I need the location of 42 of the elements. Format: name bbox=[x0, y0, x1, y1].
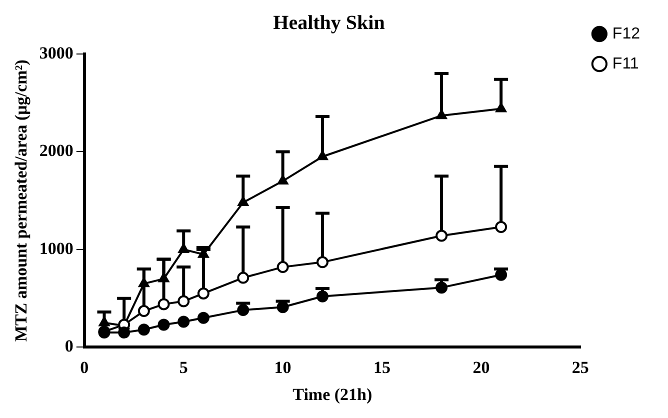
y-axis-title: MTZ amount permeated/area (μg/cm²) bbox=[12, 60, 31, 342]
point bbox=[436, 282, 448, 294]
x-tick-label: 25 bbox=[572, 358, 589, 377]
y-tick-label: 0 bbox=[64, 336, 74, 356]
point bbox=[495, 220, 508, 233]
y-tick-label: 3000 bbox=[39, 43, 74, 62]
point bbox=[316, 256, 328, 268]
x-tick-label: 15 bbox=[374, 358, 391, 377]
point bbox=[158, 272, 170, 282]
legend-label: F11 bbox=[612, 55, 639, 72]
point bbox=[178, 316, 190, 328]
point bbox=[158, 298, 170, 310]
point bbox=[316, 290, 328, 302]
point bbox=[197, 287, 210, 300]
x-tick-label: 0 bbox=[80, 358, 89, 377]
chart-title: Healthy Skin bbox=[273, 12, 385, 34]
legend-label: F12 bbox=[612, 25, 640, 42]
point bbox=[237, 272, 250, 284]
point bbox=[237, 304, 250, 316]
y-tick-label: 1000 bbox=[39, 238, 74, 258]
point bbox=[158, 318, 170, 331]
point bbox=[276, 301, 289, 314]
x-tick-label: 20 bbox=[472, 358, 490, 377]
x-axis-title: Time (21h) bbox=[292, 385, 372, 404]
point bbox=[276, 261, 289, 274]
x-tick-label: 10 bbox=[274, 358, 292, 377]
point bbox=[277, 175, 288, 185]
x-tick-label: 5 bbox=[179, 358, 188, 377]
point bbox=[436, 110, 447, 120]
point bbox=[317, 150, 328, 160]
point bbox=[118, 326, 130, 339]
point bbox=[98, 316, 110, 326]
point bbox=[138, 324, 150, 336]
y-tick-label: 2000 bbox=[39, 141, 74, 160]
point bbox=[138, 278, 150, 288]
point bbox=[238, 196, 248, 206]
point bbox=[138, 305, 150, 318]
point bbox=[436, 230, 448, 242]
point bbox=[197, 312, 210, 324]
point bbox=[496, 102, 506, 112]
point bbox=[178, 295, 190, 308]
point bbox=[178, 243, 189, 253]
